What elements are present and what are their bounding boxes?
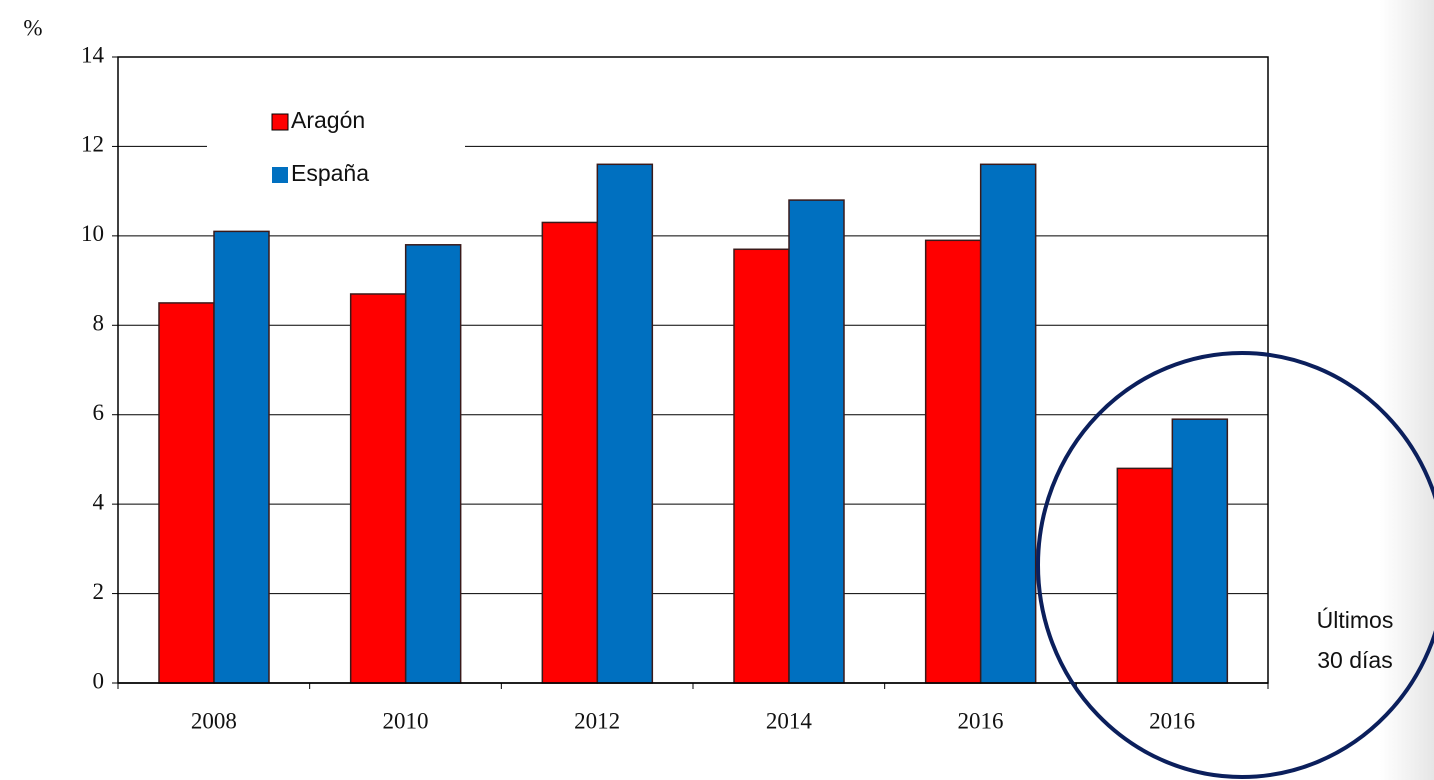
legend-label: España [291, 160, 369, 186]
y-tick-label: 14 [81, 42, 105, 67]
legend-bg [207, 100, 465, 195]
bar [1171, 418, 1229, 684]
y-tick-label: 12 [81, 132, 104, 157]
highlight-circle [1036, 351, 1434, 779]
bar [158, 302, 215, 684]
bar [349, 293, 407, 684]
legend-swatch [272, 167, 288, 183]
bar [733, 248, 790, 684]
x-tick-label: 2016 [1149, 708, 1195, 733]
x-tick-label: 2014 [766, 708, 813, 733]
y-tick-label: 6 [93, 400, 105, 425]
x-tick-label: 2008 [191, 708, 237, 733]
y-tick-label: 4 [93, 489, 105, 514]
annotation: Últimos [1317, 607, 1394, 633]
y-axis-label: % [23, 15, 42, 40]
y-tick-label: 0 [93, 668, 105, 693]
x-tick-label: 2010 [383, 708, 429, 733]
annotation: 30 días [1317, 647, 1392, 673]
bar [213, 230, 270, 684]
legend-label: Aragón [291, 107, 365, 133]
bar [788, 199, 845, 684]
x-tick-label: 2012 [574, 708, 620, 733]
y-tick-label: 10 [81, 221, 104, 246]
bar [1116, 467, 1174, 684]
y-tick-label: 2 [93, 579, 105, 604]
bar [404, 244, 462, 684]
bar [596, 163, 654, 684]
legend-swatch [271, 113, 289, 131]
side-shade [1380, 0, 1434, 780]
y-tick-label: 8 [93, 311, 105, 336]
x-tick-label: 2016 [958, 708, 1004, 733]
bar [979, 163, 1037, 684]
bar [541, 221, 599, 684]
bar [924, 239, 982, 684]
